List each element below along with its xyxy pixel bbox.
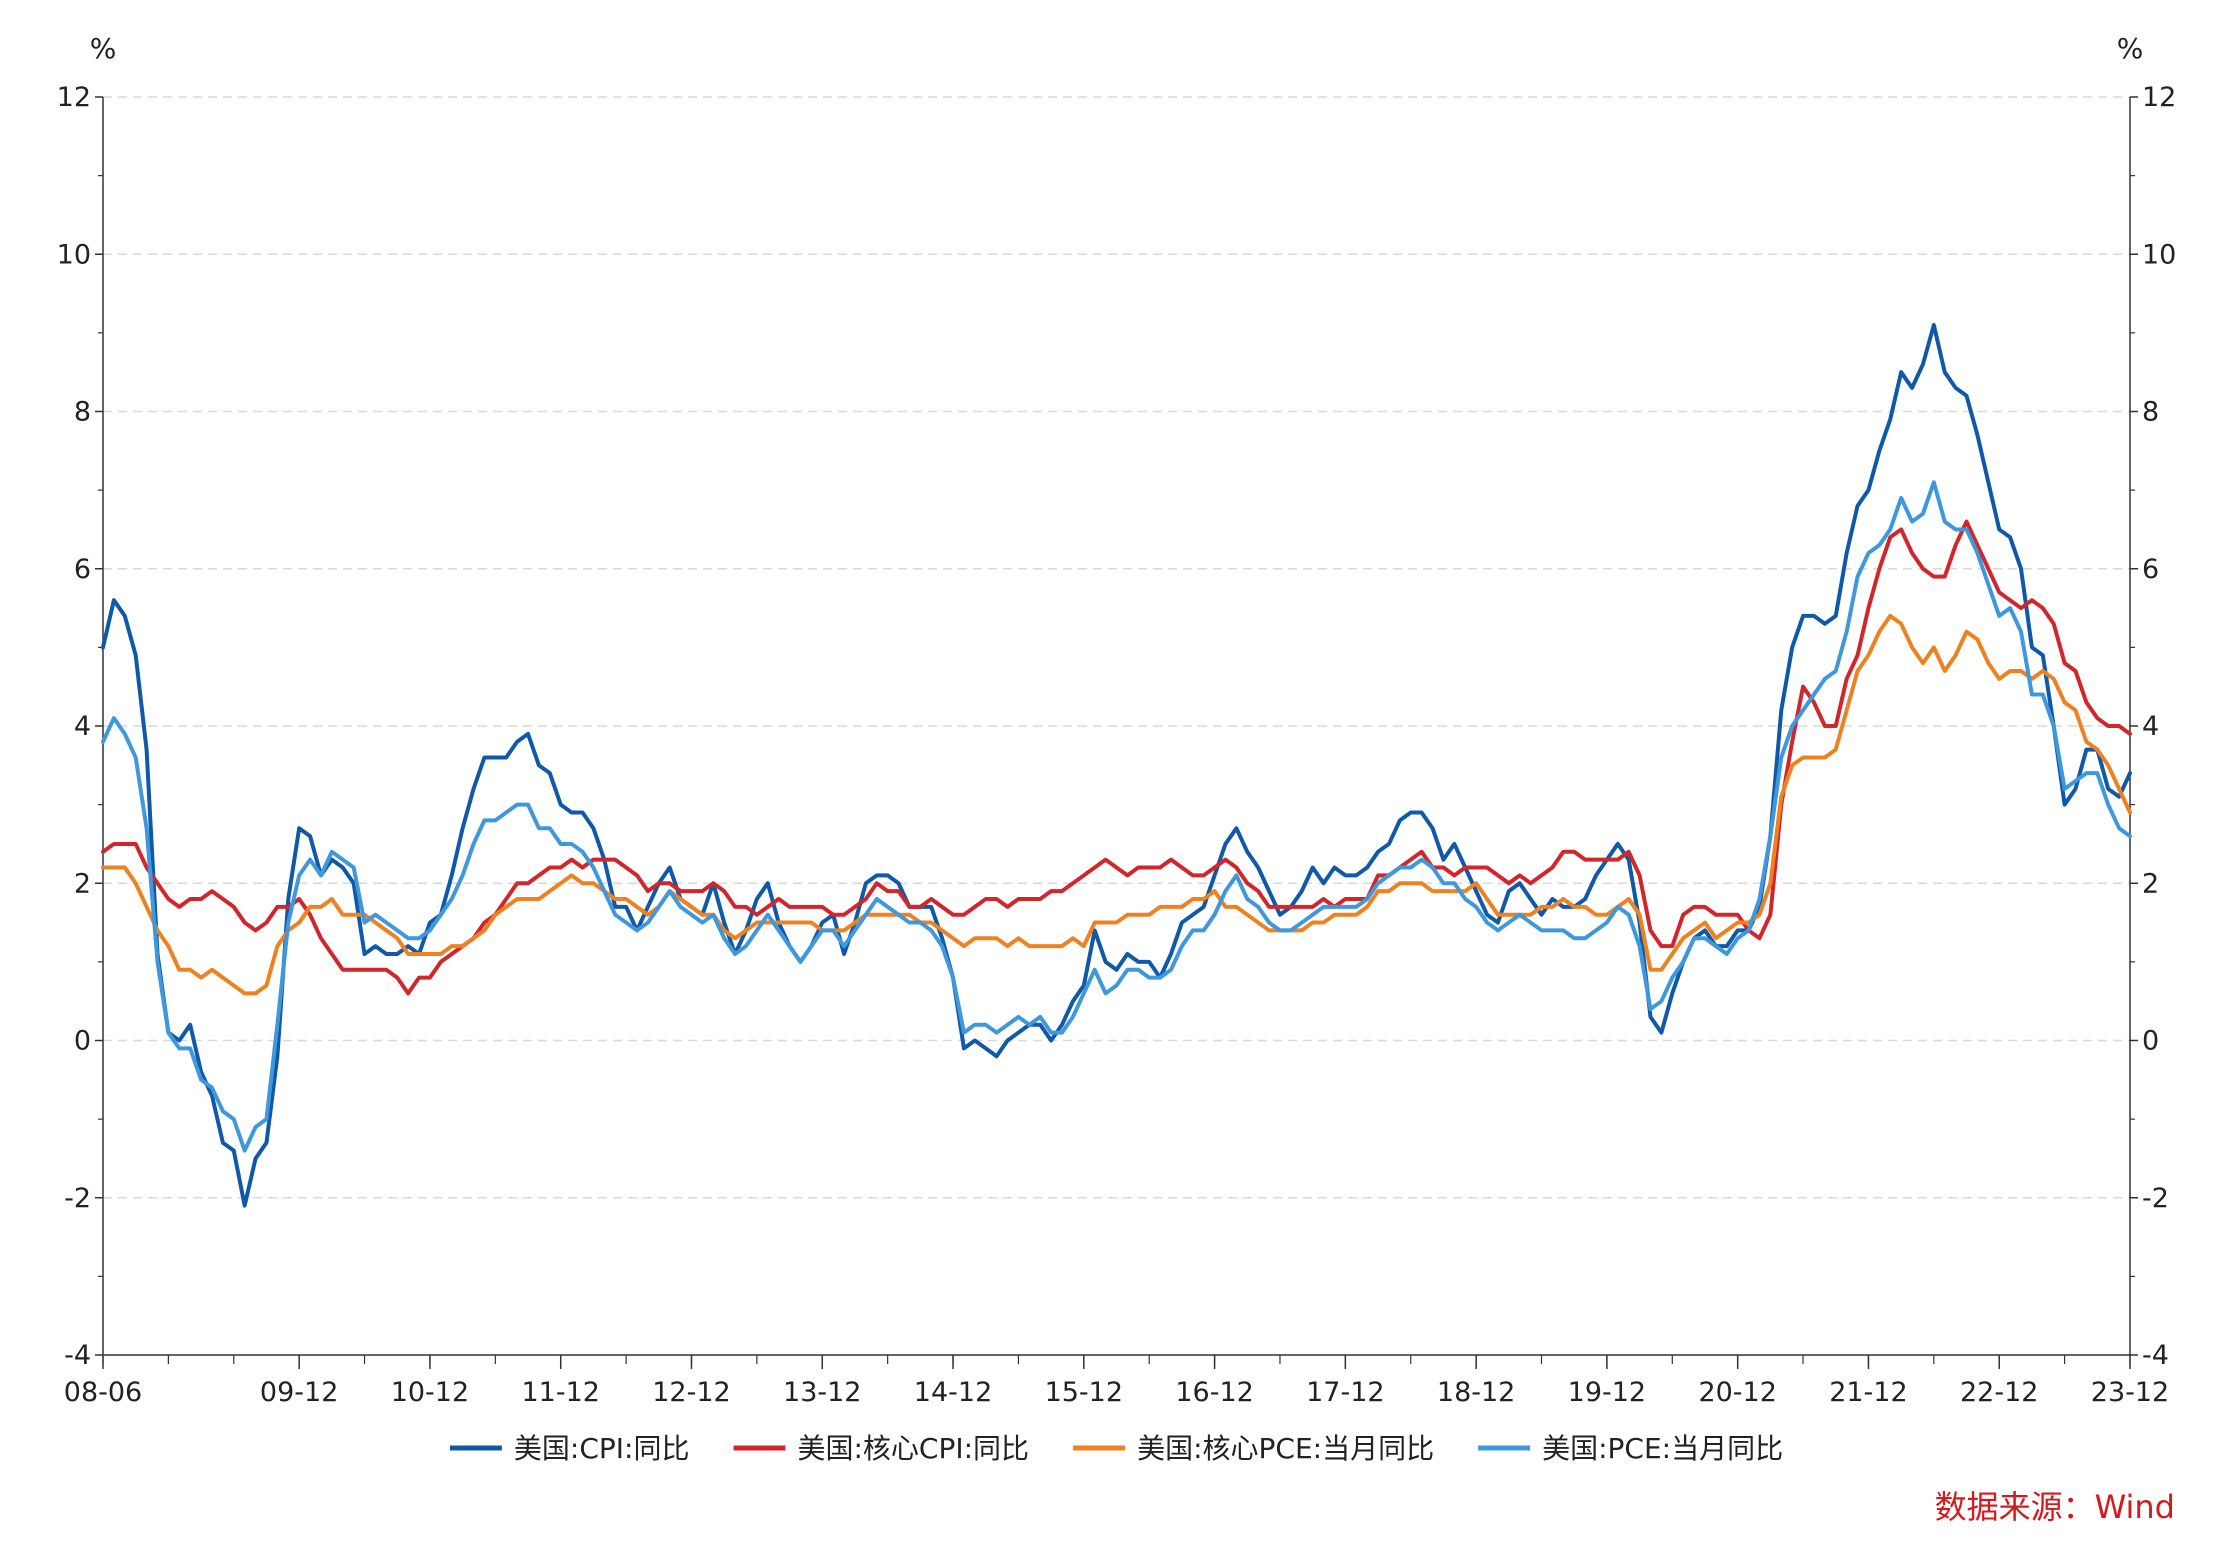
x-tick-label: 19-12 [1568, 1377, 1646, 1408]
right-y-tick-label: -2 [2142, 1183, 2169, 1214]
left-y-tick-label: 2 [74, 868, 91, 899]
left-y-tick-label: -4 [64, 1340, 91, 1371]
x-tick-label: 08-06 [64, 1377, 142, 1408]
left-y-unit: % [90, 32, 117, 65]
left-y-tick-label: 6 [74, 554, 91, 585]
right-y-tick-label: 2 [2142, 868, 2159, 899]
right-y-tick-label: -4 [2142, 1340, 2169, 1371]
right-y-tick-label: 6 [2142, 554, 2159, 585]
legend-label: 美国:核心PCE:当月同比 [1137, 1432, 1434, 1465]
right-y-tick-label: 0 [2142, 1026, 2159, 1057]
x-tick-label: 11-12 [521, 1377, 599, 1408]
legend-label: 美国:CPI:同比 [514, 1432, 690, 1465]
x-tick-label: 21-12 [1829, 1377, 1907, 1408]
axes: % % -4 -4 -2 -2 0 0 2 2 4 4 6 6 8 8 10 10 12 12 08-06 09-12… [57, 32, 2177, 1408]
x-tick-label: 13-12 [783, 1377, 861, 1408]
x-tick-label: 10-12 [391, 1377, 469, 1408]
x-tick-label: 15-12 [1045, 1377, 1123, 1408]
gridlines [103, 96, 2130, 1199]
legend: 美国:CPI:同比 美国:核心CPI:同比 美国:核心PCE:当月同比 美国:PCE:… [449, 1432, 1783, 1465]
left-y-tick-label: -2 [64, 1183, 91, 1214]
x-tick-label: 23-12 [2091, 1377, 2169, 1408]
legend-label: 美国:核心CPI:同比 [798, 1432, 1030, 1465]
left-y-tick-label: 12 [57, 82, 91, 113]
right-y-tick-label: 8 [2142, 397, 2159, 428]
x-tick-label: 20-12 [1698, 1377, 1776, 1408]
left-y-tick-label: 4 [74, 711, 91, 742]
right-y-tick-label: 10 [2142, 239, 2176, 270]
legend-label: 美国:PCE:当月同比 [1542, 1432, 1783, 1465]
right-y-unit: % [2117, 32, 2144, 65]
data-source: 数据来源：Wind [1935, 1488, 2175, 1526]
left-y-tick-label: 0 [74, 1026, 91, 1057]
x-tick-label: 17-12 [1306, 1377, 1384, 1408]
right-y-tick-label: 12 [2142, 82, 2176, 113]
x-tick-label: 09-12 [260, 1377, 338, 1408]
series-line-1 [101, 323, 2132, 1208]
x-tick-label: 22-12 [1960, 1377, 2038, 1408]
left-y-tick-label: 10 [57, 239, 91, 270]
series-lines [101, 323, 2132, 1208]
series-line-4 [101, 480, 2132, 1153]
right-y-tick-label: 4 [2142, 711, 2159, 742]
legend-item-2: 美国:核心CPI:同比 [733, 1432, 1030, 1465]
x-tick-label: 12-12 [652, 1377, 730, 1408]
left-y-tick-label: 8 [74, 397, 91, 428]
x-tick-label: 18-12 [1437, 1377, 1515, 1408]
x-tick-label: 14-12 [914, 1377, 992, 1408]
x-tick-label: 16-12 [1175, 1377, 1253, 1408]
series-line-2 [101, 519, 2132, 996]
legend-item-3: 美国:核心PCE:当月同比 [1073, 1432, 1434, 1465]
series-line-3 [101, 613, 2132, 996]
legend-item-4: 美国:PCE:当月同比 [1478, 1432, 1783, 1465]
legend-item-1: 美国:CPI:同比 [449, 1432, 690, 1465]
